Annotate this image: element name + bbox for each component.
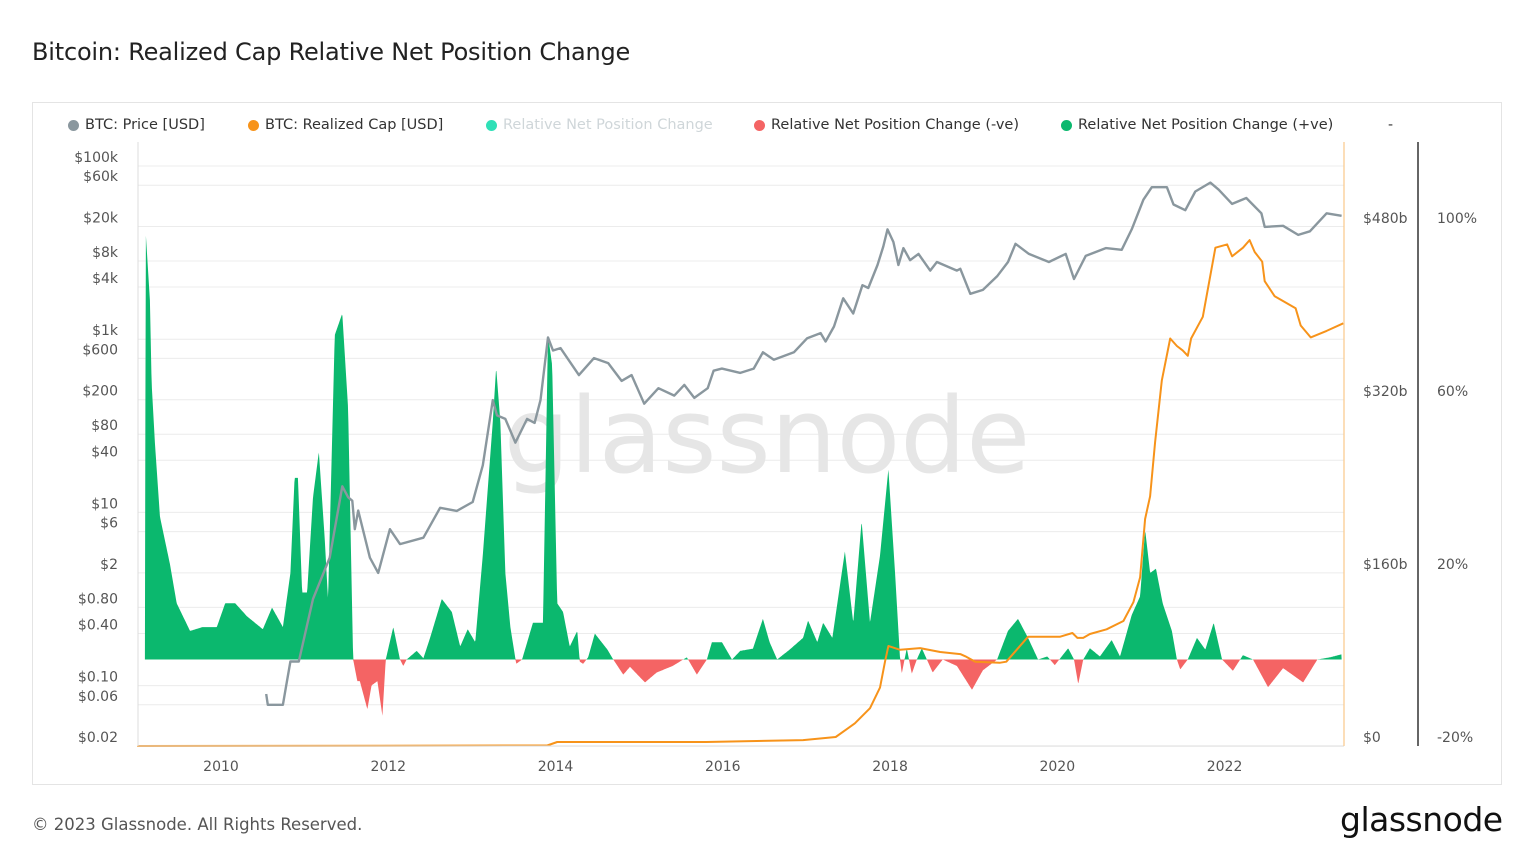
legend-dot-icon	[248, 119, 259, 131]
watermark: glassnode	[504, 375, 1031, 497]
legend-label: BTC: Realized Cap [USD]	[265, 117, 444, 133]
price-tick-label: $60k	[83, 169, 119, 185]
legend-item-positive[interactable]: Relative Net Position Change (+ve)	[1061, 117, 1333, 133]
price-tick-label: $0.40	[78, 617, 118, 633]
pct-tick-label: -20%	[1437, 730, 1473, 746]
cap-tick-label: $160b	[1363, 557, 1408, 573]
copyright: © 2023 Glassnode. All Rights Reserved.	[32, 815, 363, 834]
legend-item-price[interactable]: BTC: Price [USD]	[68, 117, 205, 133]
legend-label: BTC: Price [USD]	[85, 117, 205, 133]
legend-extra[interactable]: -	[1388, 117, 1394, 133]
price-line	[265, 181, 1342, 706]
x-tick-label: 2020	[1039, 759, 1075, 775]
pct-tick-label: 100%	[1437, 211, 1477, 227]
realized-cap-line	[137, 239, 1344, 747]
price-tick-label: $40	[91, 444, 118, 460]
price-tick-label: $80	[91, 418, 118, 434]
price-tick-label: $1k	[92, 323, 119, 339]
price-tick-label: $0.80	[78, 591, 118, 607]
price-tick-label: $20k	[83, 211, 119, 227]
cap-tick-label: $320b	[1363, 384, 1408, 400]
x-tick-label: 2012	[370, 759, 406, 775]
price-tick-label: $2	[100, 557, 118, 573]
x-tick-label: 2016	[705, 759, 741, 775]
axes: $100k $60k $20k $8k $4k $1k $600 $200 $80 $40 $10 $…	[74, 142, 1477, 775]
legend-dot-icon	[1061, 119, 1072, 131]
net-position-negative-area	[144, 659, 1342, 716]
price-tick-label: $6	[100, 516, 118, 532]
x-tick-label: 2018	[872, 759, 908, 775]
series-lines	[137, 181, 1344, 747]
legend-item-negative[interactable]: Relative Net Position Change (-ve)	[754, 117, 1019, 133]
x-tick-label: 2022	[1207, 759, 1243, 775]
legend-dot-icon	[754, 119, 765, 131]
chart-title: Bitcoin: Realized Cap Relative Net Posit…	[32, 38, 631, 66]
legend-label: Relative Net Position Change (+ve)	[1078, 117, 1334, 133]
price-tick-label: $4k	[92, 271, 119, 287]
legend-item-realized-cap[interactable]: BTC: Realized Cap [USD]	[248, 117, 443, 133]
price-tick-label: $0.10	[78, 670, 118, 686]
legend-label: Relative Net Position Change	[503, 117, 713, 133]
pct-tick-label: 60%	[1437, 384, 1468, 400]
legend-dot-icon	[486, 119, 497, 131]
legend-label: Relative Net Position Change (-ve)	[771, 117, 1019, 133]
legend-dot-icon	[68, 119, 79, 131]
cap-tick-label: $0	[1363, 730, 1381, 746]
pct-tick-label: 20%	[1437, 557, 1468, 573]
price-tick-label: $600	[82, 342, 118, 358]
cap-tick-label: $480b	[1363, 211, 1408, 227]
glassnode-logo: glassnode	[1340, 800, 1503, 839]
chart-frame	[32, 102, 1502, 785]
price-tick-label: $200	[82, 384, 118, 400]
legend-item-relative-net-position-change[interactable]: Relative Net Position Change	[486, 117, 713, 133]
price-tick-label: $0.06	[78, 689, 118, 705]
price-tick-label: $8k	[92, 245, 119, 261]
x-tick-label: 2014	[538, 759, 574, 775]
price-tick-label: $0.02	[78, 730, 118, 746]
price-tick-label: $100k	[74, 150, 119, 166]
price-tick-label: $10	[91, 496, 118, 512]
x-tick-label: 2010	[203, 759, 239, 775]
